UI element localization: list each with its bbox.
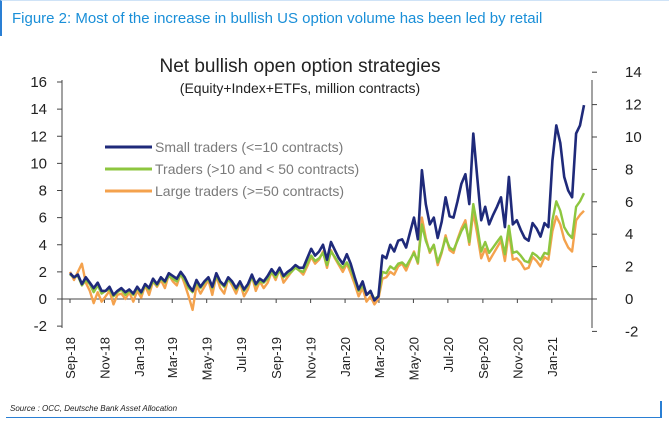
left-tick-label: 0 — [39, 291, 47, 308]
chart-subtitle: (Equity+Index+ETFs, million contracts) — [180, 80, 420, 96]
legend-label-1: Traders (>10 and < 50 contracts) — [155, 161, 359, 177]
bottom-rule-end — [660, 401, 662, 418]
left-tick-label: 8 — [39, 183, 47, 200]
x-tick-label: Nov-19 — [304, 337, 319, 379]
x-tick-label: Jul-20 — [441, 337, 456, 372]
right-tick-label: 14 — [625, 64, 642, 81]
x-tick-label: Jan-19 — [132, 337, 147, 377]
right-tick-label: 4 — [625, 226, 633, 243]
x-tick-label: May-20 — [406, 337, 421, 380]
axes: -2 0 2 4 6 8 10 12 14 16 -2 0 2 4 6 8 10 12 14 Sep-18 Nov-18… — [30, 64, 641, 380]
x-tick-label: Mar-20 — [372, 337, 387, 378]
right-tick-label: -2 — [625, 323, 638, 340]
x-tick-label: Sep-19 — [269, 337, 284, 379]
x-tick-label: May-19 — [200, 337, 215, 380]
series-line-0 — [69, 104, 586, 302]
left-tick-label: 6 — [39, 210, 47, 227]
chart-title: Net bullish open option strategies — [160, 56, 441, 77]
series-group — [68, 104, 586, 312]
right-tick-label: 12 — [625, 97, 642, 114]
x-tick-label: Jan-21 — [545, 337, 560, 377]
x-tick-label: Nov-20 — [510, 337, 525, 379]
legend-label-2: Large traders (>=50 contracts) — [155, 183, 344, 199]
left-tick-label: 2 — [39, 264, 47, 281]
legend: Small traders (<=10 contracts) Traders (>… — [105, 139, 359, 199]
title-bar: Figure 2: Most of the increase in bullis… — [0, 0, 669, 36]
left-tick-label: 12 — [30, 128, 47, 145]
figure-title: Figure 2: Most of the increase in bullis… — [12, 10, 543, 27]
right-tick-label: 0 — [625, 291, 633, 308]
bottom-rule — [6, 417, 661, 418]
legend-label-0: Small traders (<=10 contracts) — [155, 139, 343, 155]
right-tick-label: 2 — [625, 259, 633, 276]
x-tick-label: Mar-19 — [165, 337, 180, 378]
right-tick-label: 6 — [625, 194, 633, 211]
left-tick-label: 10 — [30, 155, 47, 172]
x-tick-label: Jul-19 — [234, 337, 249, 372]
left-tick-label: 4 — [39, 237, 47, 254]
left-tick-label: -2 — [34, 318, 47, 335]
x-tick-label: Jan-20 — [338, 337, 353, 377]
x-tick-label: Nov-18 — [97, 337, 112, 379]
x-tick-label: Sep-18 — [63, 337, 78, 379]
source-note: Source : OCC, Deutsche Bank Asset Alloca… — [10, 404, 178, 413]
right-tick-label: 10 — [625, 129, 642, 146]
right-tick-label: 8 — [625, 161, 633, 178]
left-tick-label: 14 — [30, 101, 47, 118]
left-tick-label: 16 — [30, 74, 47, 91]
x-tick-label: Sep-20 — [476, 337, 491, 379]
